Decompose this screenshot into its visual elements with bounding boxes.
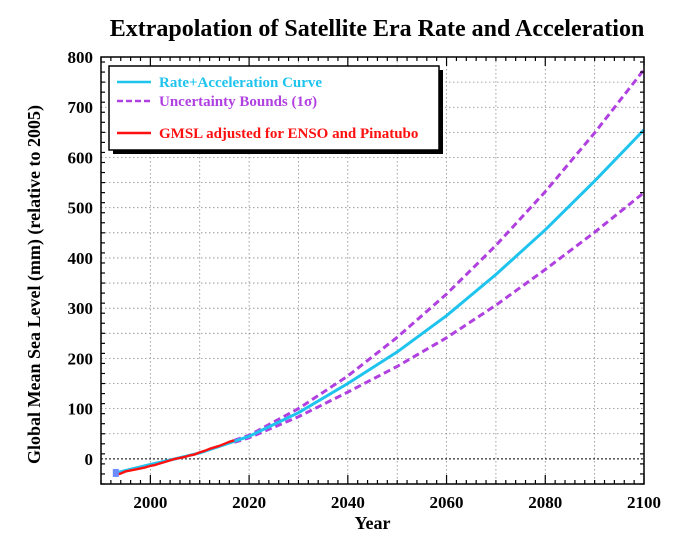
series-layer [112,68,646,477]
plot-frame [100,56,645,485]
y-axis-label: Global Mean Sea Level (mm) (relative to … [24,105,45,464]
series-line-0 [115,128,646,475]
series-line-2 [233,191,645,444]
x-tick-label: 2040 [331,493,365,512]
legend-label: GMSL adjusted for ENSO and Pinatubo [159,126,418,142]
x-tick-label: 2100 [627,493,661,512]
x-tick-label: 2000 [133,493,167,512]
legend-box [108,65,440,151]
x-axis-label: Year [355,513,391,533]
x-tick-label: 2020 [232,493,266,512]
axis-ticks: 2000 2020 2040 2060 2080 2100 0 100 200 300 400 500… [68,48,662,512]
y-tick-label: 500 [68,199,94,218]
series-line-3 [115,439,235,477]
y-tick-label: 800 [68,48,94,67]
y-tick-label: 300 [68,299,94,318]
legend-label: Rate+Acceleration Curve [159,75,322,91]
legend-items: Rate+Acceleration Curve Uncertainty Bound… [117,75,418,142]
y-tick-label: 100 [68,400,94,419]
grid [101,57,644,484]
chart-title: Extrapolation of Satellite Era Rate and … [110,16,645,42]
legend: Rate+Acceleration Curve Uncertainty Bound… [108,65,443,154]
y-tick-label: 200 [68,349,94,368]
series-start-marker [112,468,119,477]
y-tick-label: 700 [68,98,94,117]
y-tick-label: 0 [85,450,94,469]
y-tick-label: 600 [68,148,94,167]
legend-label: Uncertainty Bounds (1σ) [159,94,317,110]
y-tick-label: 400 [68,249,94,268]
series-line-1 [233,68,646,442]
x-tick-label: 2080 [528,493,562,512]
x-tick-label: 2060 [430,493,464,512]
